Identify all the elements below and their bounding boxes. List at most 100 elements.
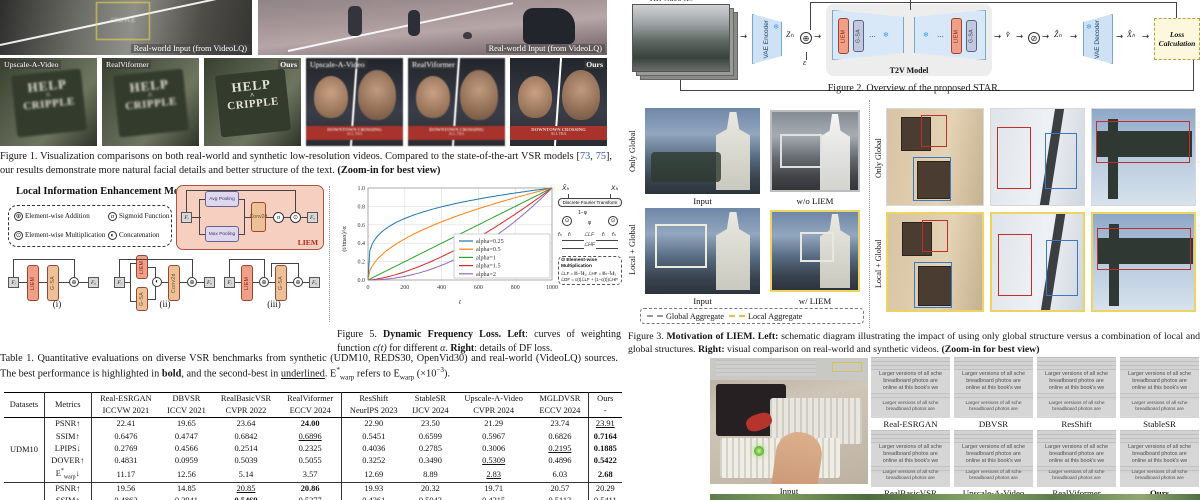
table-row: SSIM↑0.48620.29410.54690.53770.42610.504… [4,495,622,500]
crop-text-line: Larger versions of all sche [879,444,942,450]
table-cell: 0.6826 [532,430,589,443]
annotation-box [832,362,862,372]
readable-text-band: Larger versions of all sche breadboard ph… [872,444,949,464]
table-cell: 0.2769 [114,443,138,453]
table-row: UDM10 PSNR↑ 22.41 19.65 23.64 24.00 22.90 23.50… [4,417,622,483]
liem-input: Fᵢ [181,212,192,223]
crop-text-line: breadboard photos are [969,475,1018,481]
help-cripple-sign: HELP ^ CRIPPLE [214,68,292,138]
dashed-swatch-icon [728,315,745,317]
metric-label: SSIM↑ [44,495,92,500]
figure-4: Local Information Enhancement Module ⊕ El… [0,183,326,325]
add-icon: ⊕ [69,277,79,287]
fh-label: fₕ [558,232,562,238]
table-cell: 0.5377 [279,495,342,500]
face-shape [416,76,450,118]
fig4-legend-item-3: ⊙ Element-wise Multiplication [14,230,108,240]
fl-label: fₗ [568,232,571,238]
arrow: → [1142,32,1150,42]
legend-entry: alpha=2 [476,271,496,278]
figv-crop-real-esrgan: Larger versions of all sche breadboard ph… [871,357,950,418]
crop-text-line: breadboard photos are [1132,377,1187,384]
crop-text-line: breadboard photos are [1135,475,1184,481]
table-cell: 0.4747 [174,431,198,441]
blur-text-band [1037,393,1116,400]
y-tick-label: 0.0 [358,278,366,284]
wire [229,259,230,277]
readable-text-band: Larger versions of all sche breadboard ph… [1038,444,1115,464]
face-shape [562,70,600,120]
table-cell: 2.68 [597,469,613,479]
multiply-icon: ⊙ [290,212,301,223]
fig3-row-label-local-global: Local + Global [628,224,637,276]
crop-text-line: breadboard photos are [1052,475,1101,481]
feature-box: Fᵢ [8,277,19,288]
crop-text-line: Larger versions of all sche [965,470,1022,475]
blur-text-band [954,357,1033,370]
legend-label: Element-wise Multiplication [25,230,106,239]
arrow: → [740,32,748,42]
table-cell: 0.6842 [234,431,258,441]
wire [119,259,120,277]
table-cell: 0.5451 [362,431,386,441]
figure-2: HR video Xₕ → VAE Encoder ❄ Zₕ ⊕ ε → LIE… [628,0,1200,96]
wire [130,263,136,264]
figv-crop-label: RealBasicVSR [884,488,937,498]
liem-block: LIEM [951,18,962,54]
legend-label: Sigmoid Function [119,212,170,221]
table-cell: 0.5967 [482,431,506,441]
table-row: PSNR↑ 19.56 14.85 20.85 20.86 19.93 20.32 19.71… [4,482,622,500]
face-shape [460,70,498,120]
wire [229,259,264,260]
wire [13,259,74,260]
fig3-right-image [1091,212,1196,312]
column-header-realbasicvsr: RealBasicVSR CVPR 2022 [212,391,280,419]
gsa-block: G-SA [966,20,977,52]
arrow: → [1042,32,1050,42]
vhat-label: v̂ [1006,30,1010,39]
crop-text-line: Larger versions of all sche [1048,401,1105,406]
table-cell: 0.4862 [91,495,160,500]
banner-line-2: ALL TRA [550,132,567,137]
stroller-shape [523,8,575,44]
figv-crop-realviformer: Larger versions of all sche breadboard ph… [1037,430,1116,487]
readable-text-band: Larger versions of all sche breadboard ph… [1038,371,1115,391]
readable-text-band: Larger versions of all sche breadboard ph… [955,470,1032,482]
banner-line-1: DOWNTOWN CROSSING [429,127,484,132]
table-cell: 0.7164 [593,431,617,441]
legend-symbol-icon: ◐ [108,230,117,240]
vae-encoder-label: VAE Encoder [763,19,771,59]
fig3-right-image [1091,108,1196,206]
figv-crop-label: StableSR [1143,419,1176,429]
llf-label: ℒLF [584,232,595,238]
table-cell: 0.5469 [213,495,280,500]
fig3-label-wo-liem: w/o LIEM [796,196,834,206]
table-cell: 0.2941 [160,495,212,500]
table-cell: 0.6599 [418,431,442,441]
fig1-crop-6: DOWNTOWN CROSSING ALL TRA Ours [510,58,607,146]
readable-text-band: Larger versions of all sche breadboard ph… [1038,401,1115,413]
x-tick-label: 1000 [546,285,558,291]
fig3-right-row-label-1: Only Global [874,138,883,178]
fig1-crop-label: Ours [584,60,605,69]
readable-text-band: Larger versions of all sche breadboard ph… [955,401,1032,413]
wire [235,282,241,283]
vae-encoder: VAE Encoder ❄ [752,14,782,64]
blur-text-band [1120,466,1199,473]
liem-block: LIEM [27,265,39,301]
table-cell: 0.3252 [362,455,386,465]
table-cell: 23.64 [236,419,256,429]
figv-crop-label: Ours [1149,488,1170,498]
legend-entry: alpha=0.5 [476,246,501,253]
table-1: Datasets Metrics Real-ESRGAN ICCVW 2021 DBVS… [4,391,622,500]
table-cell: 0.5411 [588,495,622,500]
crop-text-line: Larger versions of all sche [1045,371,1108,377]
readable-text-band: Larger versions of all sche breadboard ph… [1121,444,1198,464]
table-cell: 0.6896 [279,430,342,443]
readable-text-band: Larger versions of all sche breadboard ph… [1121,470,1198,482]
table-cell: 0.2514 [234,443,258,453]
fig5-chart: 0 200 400 600 800 1000 0.0 0.2 0.4 0.6 0.8 1.0 t (t/t… [341,186,558,306]
crop-text-line: Larger versions of all sche [1128,371,1191,377]
table-row: LPIPS↓ 0.2769 0.4566 0.2514 0.2325 0.4036 0.27… [4,442,622,455]
x-tick-label: 200 [400,285,409,291]
